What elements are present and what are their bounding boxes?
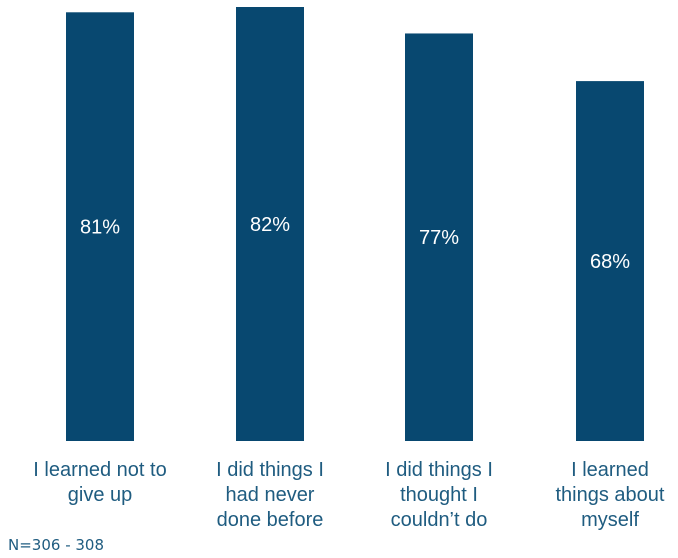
category-label-2-line-2: had never — [226, 484, 315, 506]
bar-value-label-2: 82% — [250, 214, 290, 236]
category-label-3-line-3: couldn’t do — [391, 509, 488, 530]
category-label-4-line-1: I learned — [571, 459, 649, 481]
bar-3 — [405, 33, 473, 442]
category-label-2-line-3: done before — [217, 509, 324, 530]
category-label-2-line-1: I did things I — [216, 459, 324, 481]
bar-value-label-4: 68% — [590, 251, 630, 273]
bar-2 — [236, 7, 304, 441]
category-labels-group: I learned not to give up I did things I had… — [33, 459, 665, 530]
bars-group — [66, 7, 644, 442]
category-label-4-line-2: things about — [556, 484, 665, 506]
category-label-3-line-2: thought I — [400, 484, 478, 506]
category-label-1-line-2: give up — [68, 484, 133, 506]
sample-size-footnote: N=306 - 308 — [8, 536, 104, 554]
value-labels-group: 81% 82% 77% 68% — [80, 214, 630, 273]
bar-value-label-1: 81% — [80, 217, 120, 239]
category-label-3-line-1: I did things I — [385, 459, 493, 481]
bar-1 — [66, 12, 134, 441]
bar-value-label-3: 77% — [419, 227, 459, 249]
bar-chart: 81% 82% 77% 68% I learned not to give up I di… — [33, 7, 665, 530]
category-label-1-line-1: I learned not to — [33, 459, 166, 481]
bar-4 — [576, 81, 644, 441]
category-label-4-line-3: myself — [581, 509, 639, 530]
